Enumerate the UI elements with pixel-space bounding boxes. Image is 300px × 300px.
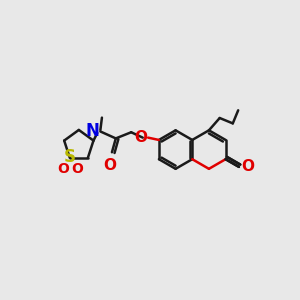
- Text: O: O: [57, 162, 69, 176]
- Text: O: O: [241, 159, 254, 174]
- Text: N: N: [86, 122, 100, 140]
- Text: O: O: [71, 162, 82, 176]
- Text: O: O: [134, 130, 147, 145]
- Text: O: O: [103, 158, 116, 173]
- Text: S: S: [64, 148, 76, 166]
